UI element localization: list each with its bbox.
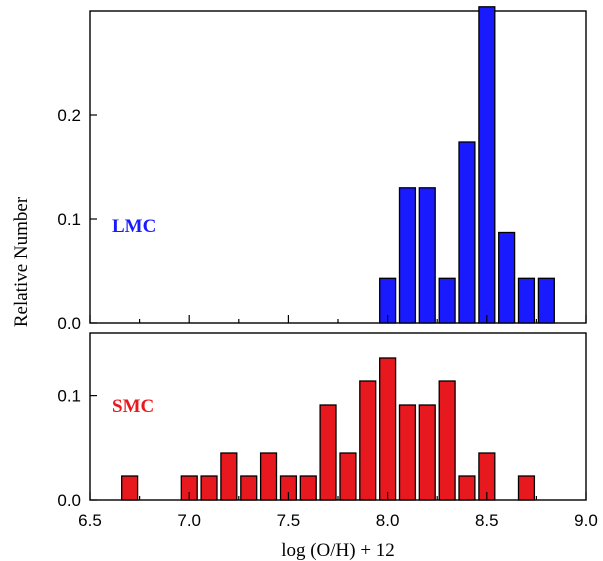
x-axis-label: log (O/H) + 12 <box>281 540 395 561</box>
smc-panel: 0.0 0.1 SMC <box>57 332 587 510</box>
lmc-panel: 0.0 0.1 0.2 LMC <box>57 6 587 333</box>
lmc-bar <box>517 277 536 324</box>
smc-bar <box>379 357 397 501</box>
lmc-y-tick-label: 0.2 <box>57 106 81 125</box>
smc-bar <box>121 475 139 501</box>
lmc-bar <box>418 187 436 324</box>
smc-panel-label: SMC <box>112 396 154 417</box>
smc-bar <box>319 404 337 501</box>
smc-bar <box>517 475 536 501</box>
smc-bar <box>259 452 278 501</box>
smc-plot-frame <box>89 332 587 501</box>
lmc-bar <box>458 141 476 324</box>
lmc-bar <box>478 6 496 324</box>
y-axis-label: Relative Number <box>11 196 32 327</box>
lmc-bar <box>498 231 516 324</box>
smc-bar <box>299 475 317 501</box>
smc-bar <box>359 380 377 501</box>
smc-bar <box>200 475 218 501</box>
smc-bar <box>240 475 258 501</box>
x-tick-label: 7.0 <box>177 511 201 530</box>
lmc-panel-label: LMC <box>112 216 156 237</box>
smc-bar <box>458 475 476 501</box>
smc-bar <box>398 404 417 501</box>
lmc-y-tick-label: 0.1 <box>57 210 81 229</box>
smc-bar <box>418 404 436 501</box>
smc-bar <box>339 452 357 501</box>
x-tick-label: 8.0 <box>376 511 400 530</box>
x-tick-label: 8.5 <box>475 511 499 530</box>
x-axis: 6.5 7.0 7.5 8.0 8.5 9.0 <box>78 511 598 530</box>
smc-y-tick-label: 0.0 <box>57 491 81 510</box>
x-tick-label: 6.5 <box>78 511 102 530</box>
smc-bar <box>220 452 238 501</box>
lmc-bar <box>438 277 456 324</box>
x-tick-label: 7.5 <box>277 511 301 530</box>
lmc-y-tick-label: 0.0 <box>57 314 81 333</box>
lmc-bar <box>537 277 555 324</box>
smc-y-tick-label: 0.1 <box>57 387 81 406</box>
lmc-bar <box>398 187 417 324</box>
smc-bar <box>438 380 456 501</box>
x-tick-label: 9.0 <box>574 511 598 530</box>
